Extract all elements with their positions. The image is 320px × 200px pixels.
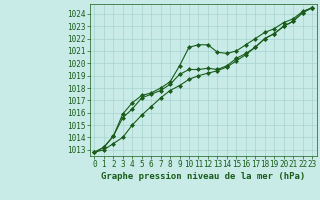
X-axis label: Graphe pression niveau de la mer (hPa): Graphe pression niveau de la mer (hPa) xyxy=(101,172,305,181)
